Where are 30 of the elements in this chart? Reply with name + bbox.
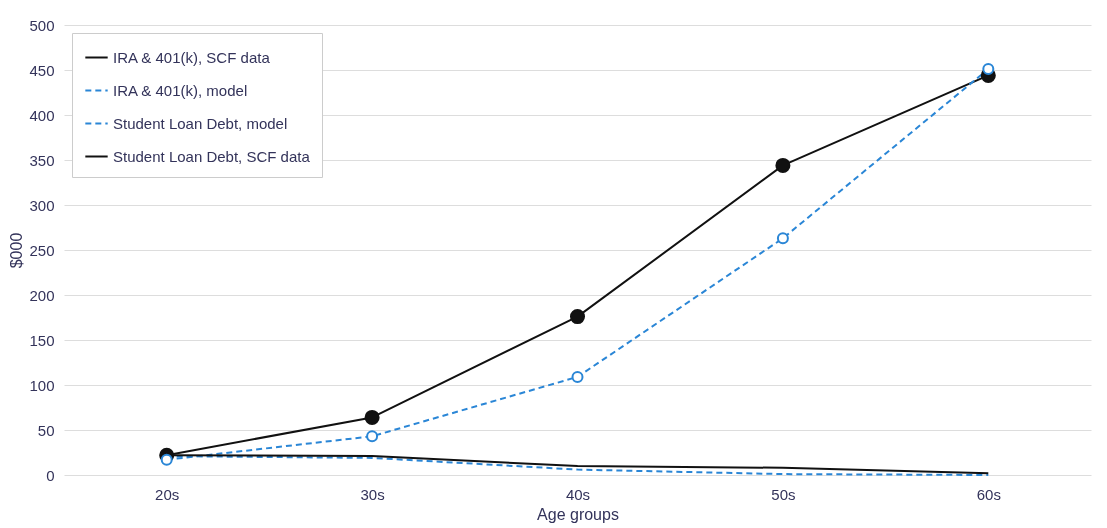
legend-label: IRA & 401(k), model — [113, 81, 248, 99]
y-tick-label: 250 — [29, 241, 55, 259]
x-tick-label: 20s — [155, 485, 180, 503]
y-tick-label: 150 — [29, 331, 55, 349]
y-tick-label: 450 — [29, 61, 55, 79]
x-axis-title: Age groups — [537, 505, 619, 523]
y-tick-label: 300 — [29, 196, 55, 214]
legend-label: Student Loan Debt, model — [113, 114, 288, 132]
point — [569, 309, 586, 325]
legend-label: IRA & 401(k), SCF data — [113, 48, 271, 66]
point — [982, 63, 995, 76]
point — [160, 453, 173, 466]
x-tick-label: 60s — [976, 485, 1001, 503]
point — [366, 430, 379, 443]
y-tick-label: 100 — [29, 376, 55, 394]
point — [776, 232, 789, 245]
y-tick-label: 500 — [29, 16, 55, 34]
x-tick-label: 50s — [771, 485, 796, 503]
x-tick-label: 40s — [565, 485, 591, 503]
y-tick-label: 350 — [29, 151, 55, 169]
y-tick-label: 200 — [29, 286, 55, 304]
y-tick-label: 0 — [46, 466, 55, 484]
legend-label: Student Loan Debt, SCF data — [113, 147, 311, 165]
y-tick-label: 50 — [37, 421, 55, 439]
point — [364, 409, 380, 425]
y-tick-label: 400 — [29, 106, 55, 124]
point — [775, 157, 791, 173]
point — [571, 370, 584, 383]
y-axis-title: $000 — [8, 232, 26, 269]
x-tick-label: 30s — [360, 485, 385, 503]
